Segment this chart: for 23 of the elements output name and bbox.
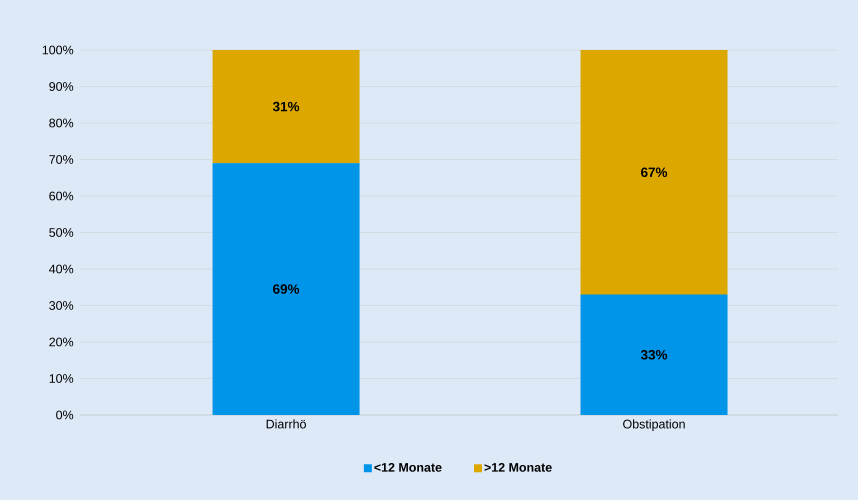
y-tick-label: 20% [49, 338, 74, 346]
y-tick-label: 40% [49, 264, 74, 274]
bar [580, 50, 728, 295]
y-tick-label: 100% [42, 46, 74, 54]
bar [212, 50, 360, 164]
y-tick-label: 30% [49, 301, 74, 310]
legend-label: <12 Monate [374, 462, 442, 472]
y-tick-label: 0% [56, 410, 74, 420]
y-tick-label: 70% [49, 155, 74, 164]
y-tick-label: 80% [49, 118, 74, 128]
data-label: 69% [273, 284, 300, 294]
y-tick-label: 50% [49, 228, 74, 237]
bar [212, 163, 360, 415]
data-label: 31% [272, 102, 300, 112]
y-tick-label: 60% [49, 192, 74, 200]
y-tick-label: 90% [49, 82, 74, 91]
x-tick-label: Obstipation [623, 419, 685, 431]
legend-label: >12 Monate [484, 462, 552, 472]
data-label: 67% [641, 168, 668, 178]
y-tick-label: 10% [50, 374, 74, 383]
x-tick-label: Diarrhö [266, 419, 306, 428]
data-label: 33% [640, 350, 668, 360]
bar [580, 294, 728, 415]
